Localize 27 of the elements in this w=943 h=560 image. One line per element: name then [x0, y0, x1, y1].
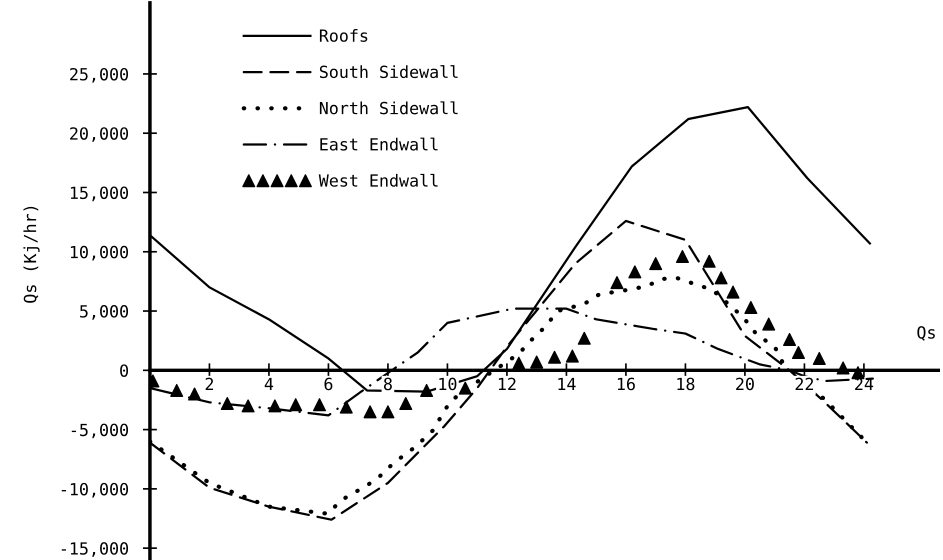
y-tick-label: 25,000	[70, 68, 128, 83]
legend-label: North Sidewall	[320, 101, 458, 114]
y-tick-label: 10,000	[70, 246, 128, 260]
legend-label: South Sidewall	[320, 65, 458, 78]
legend-label: West Endwall	[318, 174, 438, 187]
x-tick-label: 6	[324, 378, 332, 390]
x-tick-label: 12	[498, 378, 516, 390]
x-tick-label: 16	[618, 378, 635, 390]
y-tick-label: -5,000	[72, 424, 128, 438]
y-tick-label: 5,000	[80, 305, 128, 320]
y-tick-label: 20,000	[70, 127, 128, 142]
x-tick-label: 10	[439, 378, 456, 390]
x-tick-label: 18	[677, 378, 694, 390]
x-tick-label: 14	[558, 378, 576, 390]
x-tick-label: 8	[384, 378, 392, 390]
y-tick-label: 15,000	[70, 186, 128, 202]
x-tick-label: 2	[206, 378, 214, 390]
x-tick-label: 22	[796, 378, 814, 390]
x-tick-label: 4	[264, 378, 274, 390]
y-tick-label: -15,000	[62, 542, 128, 557]
y-tick-label: 0	[120, 364, 128, 377]
legend-label: East Endwall	[320, 138, 438, 151]
x-tick-label: 20	[736, 378, 754, 390]
legend-label: Roofs	[320, 29, 368, 42]
x-axis-title: Qs	[917, 326, 935, 341]
y-tick-label: -10,000	[62, 482, 128, 498]
y-axis-title: Qs (Kj/hr)	[23, 206, 40, 303]
